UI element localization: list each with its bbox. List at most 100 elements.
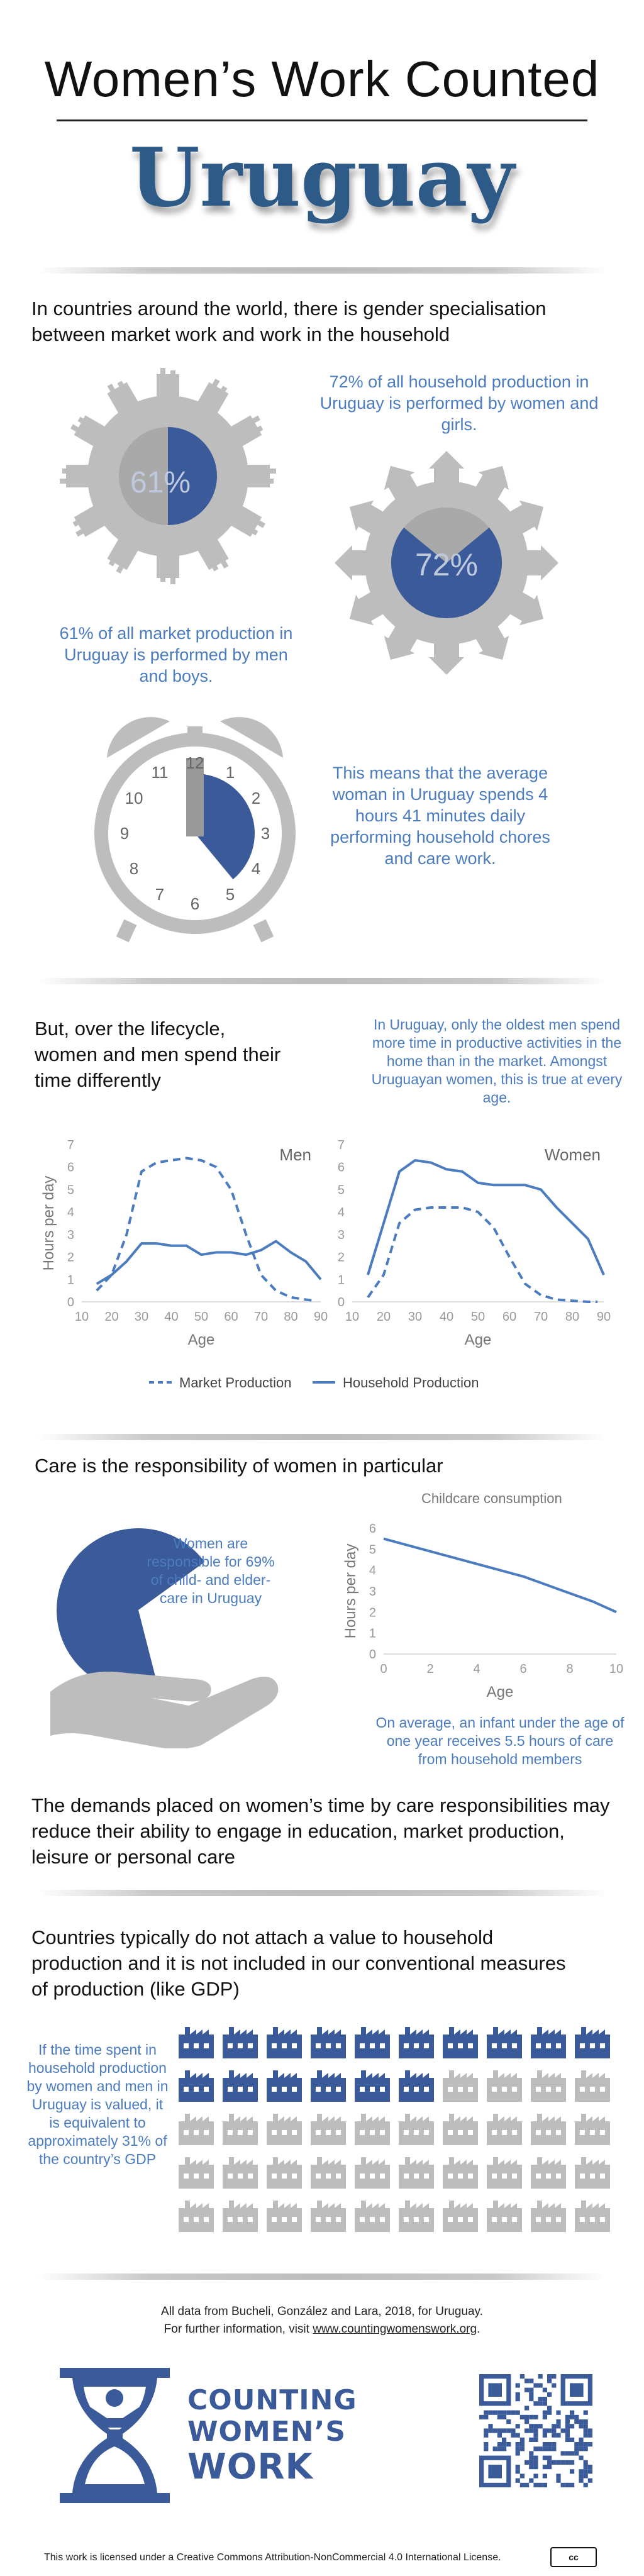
factory-icon-empty: [531, 2157, 566, 2189]
household-production-line: [367, 1159, 605, 1275]
factory-icon-empty: [575, 2114, 610, 2145]
factory-icon-filled: [355, 2027, 390, 2058]
care-heading: Care is the responsibility of women in p…: [35, 1455, 443, 1477]
y-tick-label: 0: [338, 1296, 345, 1309]
x-tick-label: 30: [135, 1310, 148, 1324]
x-tick-label: 4: [473, 1662, 480, 1676]
factory-icon-filled: [575, 2027, 610, 2058]
y-tick-label: 3: [338, 1228, 345, 1242]
market-production-line: [96, 1157, 315, 1302]
factory-icon-empty: [355, 2114, 390, 2145]
qr-code-icon[interactable]: [479, 2374, 592, 2487]
factory-icon-filled: [355, 2070, 390, 2102]
x-tick-label: 80: [565, 1310, 579, 1324]
divider-brush: [38, 1434, 606, 1440]
gdp-caption: If the time spent in household productio…: [26, 2041, 169, 2167]
x-tick-label: 8: [566, 1662, 573, 1676]
factory-icon-filled: [443, 2027, 478, 2058]
y-tick-label: 6: [338, 1161, 345, 1175]
care-pie-caption: Women are responsible for 69% of child- …: [147, 1535, 275, 1606]
y-tick-label: 7: [67, 1138, 74, 1152]
x-tick-label: 70: [534, 1310, 548, 1324]
logo-line-3: WORK: [187, 2446, 313, 2487]
clock-number: 10: [125, 789, 143, 808]
x-tick-label: 40: [164, 1310, 178, 1324]
x-axis-label: Age: [188, 1331, 215, 1348]
x-tick-label: 40: [440, 1310, 453, 1324]
market-production-line: [367, 1206, 597, 1303]
y-tick-label: 4: [67, 1206, 74, 1219]
factory-icon-empty: [575, 2201, 610, 2232]
x-tick-label: 10: [345, 1310, 359, 1324]
clock-number: 1: [226, 763, 235, 782]
factory-icon-empty: [487, 2070, 522, 2102]
factory-icon-empty: [575, 2070, 610, 2102]
factory-icon-filled: [399, 2027, 434, 2058]
factory-icon-empty: [531, 2201, 566, 2232]
clock-number: 5: [226, 885, 235, 904]
household-pct-label: 72%: [415, 547, 478, 582]
page-title: Women’s Work Counted: [44, 51, 600, 107]
y-tick-label: 1: [67, 1273, 74, 1287]
y-tick-label: 0: [67, 1296, 74, 1309]
y-tick-label: 3: [369, 1585, 376, 1599]
divider-brush: [38, 1890, 606, 1896]
more-info-prefix: For further information, visit: [164, 2323, 313, 2336]
legend-market: Market Production: [179, 1375, 292, 1391]
website-link[interactable]: www.countingwomenswork.org: [313, 2323, 477, 2336]
y-tick-label: 4: [338, 1206, 345, 1219]
factory-icon-filled: [311, 2070, 346, 2102]
factory-icon-filled: [179, 2070, 214, 2102]
country-title: Uruguay: [130, 131, 514, 225]
factory-icon-empty: [487, 2114, 522, 2145]
source-text: All data from Bucheli, González and Lara…: [161, 2305, 483, 2318]
market-pct-label: 61%: [130, 466, 191, 499]
x-tick-label: 60: [502, 1310, 516, 1324]
chart-men: 0 1 2 3 4 5 6 7 10 20 30 40 50 60 70 80 90 Men Hours per d…: [40, 1138, 328, 1348]
factory-icon-empty: [355, 2157, 390, 2189]
factory-icon-empty: [443, 2070, 478, 2102]
household-production-line: [96, 1240, 322, 1285]
x-tick-label: 2: [426, 1662, 433, 1676]
x-tick-label: 50: [471, 1310, 485, 1324]
factory-icon-empty: [223, 2114, 258, 2145]
x-tick-label: 70: [254, 1310, 268, 1324]
divider-brush: [38, 2273, 606, 2280]
y-tick-label: 5: [338, 1183, 345, 1197]
cc-badge-icon[interactable]: cc: [550, 2547, 597, 2567]
factory-icon-empty: [223, 2157, 258, 2189]
factory-icon-filled: [223, 2027, 258, 2058]
market-pie-slice: [168, 427, 217, 525]
logo-line-2: WOMEN’S: [187, 2416, 347, 2448]
factory-icon-filled: [399, 2070, 434, 2102]
intro-text: In countries around the world, there is …: [31, 297, 547, 345]
factory-icon-filled: [179, 2027, 214, 2058]
chart-women: 0 1 2 3 4 5 6 7 10 20 30 40 50 60 70 80 90 Women Age: [338, 1138, 611, 1348]
clock-number: 9: [120, 824, 129, 843]
factory-icon-empty: [179, 2114, 214, 2145]
x-tick-label: 50: [194, 1310, 208, 1324]
household-caption: 72% of all household production in Urugu…: [319, 372, 599, 434]
chart-title: Men: [279, 1145, 311, 1164]
more-info-suffix: .: [477, 2323, 480, 2336]
factory-icon-empty: [531, 2114, 566, 2145]
factory-icon-empty: [179, 2157, 214, 2189]
x-tick-label: 90: [597, 1310, 611, 1324]
y-tick-label: 1: [338, 1273, 345, 1287]
factory-icon-empty: [311, 2157, 346, 2189]
market-caption: 61% of all market production in Uruguay …: [59, 624, 293, 686]
factory-gear-icon: 61%: [60, 368, 276, 584]
factory-icon-filled: [223, 2070, 258, 2102]
factory-icon-empty: [487, 2157, 522, 2189]
factory-icon-empty: [443, 2201, 478, 2232]
x-tick-label: 20: [104, 1310, 118, 1324]
logo-line-1: COUNTING: [187, 2384, 357, 2416]
factory-icon-filled: [267, 2027, 302, 2058]
factory-icon-empty: [267, 2201, 302, 2232]
gdp-heading: Countries typically do not attach a valu…: [31, 1926, 566, 2000]
childcare-chart: 0 1 2 3 4 5 6 0 2 4 6 8 10 Childcare consumption Hours…: [342, 1491, 623, 1701]
x-axis-label: Age: [487, 1684, 514, 1701]
y-tick-label: 4: [369, 1564, 376, 1578]
more-info: For further information, visit www.count…: [0, 2321, 644, 2338]
